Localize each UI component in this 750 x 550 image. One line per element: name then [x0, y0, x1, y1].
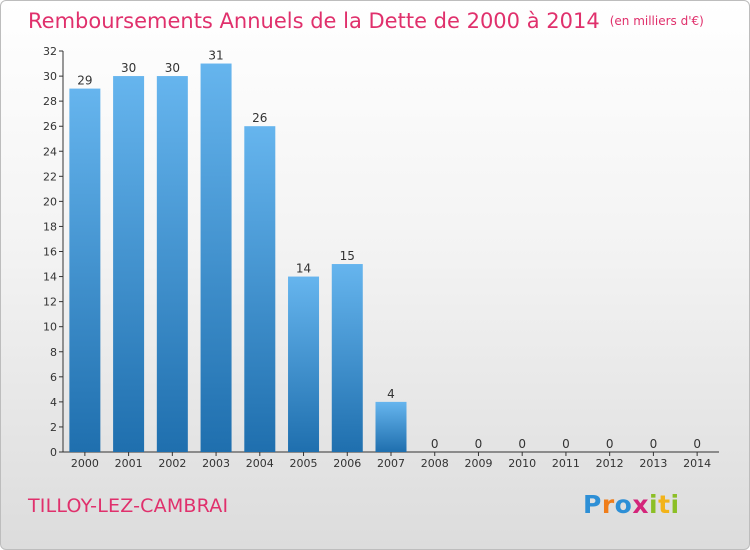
data-label: 31 — [208, 49, 223, 63]
y-tick-label: 2 — [50, 421, 57, 434]
logo-letter: i — [670, 490, 680, 519]
bar — [288, 276, 320, 452]
proxiti-logo: Proxiti — [583, 490, 680, 519]
commune-name: TILLOY-LEZ-CAMBRAI — [28, 495, 229, 517]
y-tick-label: 22 — [43, 170, 57, 183]
y-tick-label: 18 — [43, 220, 57, 233]
chart-title: Remboursements Annuels de la Dette de 20… — [28, 9, 704, 33]
logo-letter: x — [632, 490, 649, 519]
y-tick-label: 26 — [43, 120, 57, 133]
y-tick-label: 4 — [50, 396, 57, 409]
y-tick-label: 6 — [50, 371, 57, 384]
x-tick-label: 2013 — [639, 457, 667, 470]
bar — [69, 88, 101, 452]
y-tick-label: 32 — [43, 45, 57, 58]
data-label: 0 — [606, 437, 614, 451]
chart-data-labels: 29 30 30 31 26 14 15 4 0 0 0 0 0 0 0 — [77, 49, 701, 451]
x-tick-label: 2012 — [596, 457, 624, 470]
data-label: 4 — [387, 387, 395, 401]
y-tick-label: 24 — [43, 145, 57, 158]
data-label: 30 — [121, 61, 136, 75]
data-label: 29 — [77, 74, 92, 88]
x-tick-label: 2004 — [246, 457, 274, 470]
y-tick-label: 12 — [43, 296, 57, 309]
data-label: 0 — [562, 437, 570, 451]
y-tick-label: 10 — [43, 321, 57, 334]
x-tick-label: 2005 — [290, 457, 318, 470]
logo-letter: t — [658, 490, 671, 519]
data-label: 0 — [475, 437, 483, 451]
y-tick-label: 28 — [43, 95, 57, 108]
bar — [331, 264, 363, 452]
data-label: 0 — [431, 437, 439, 451]
chart-title-unit: (en milliers d'€) — [609, 14, 704, 28]
x-tick-label: 2009 — [464, 457, 492, 470]
logo-letter: i — [649, 490, 659, 519]
bar — [375, 401, 407, 452]
y-tick-label: 14 — [43, 271, 57, 284]
bar — [200, 63, 232, 452]
bar — [113, 76, 145, 452]
data-label: 0 — [518, 437, 526, 451]
data-label: 15 — [340, 249, 355, 263]
x-tick-label: 2000 — [71, 457, 99, 470]
x-tick-label: 2010 — [508, 457, 536, 470]
data-label: 30 — [165, 61, 180, 75]
bar — [244, 126, 276, 452]
y-tick-label: 0 — [50, 446, 57, 459]
x-tick-label: 2002 — [158, 457, 186, 470]
logo-letter: P — [583, 490, 602, 519]
logo-letter: r — [601, 490, 615, 519]
x-tick-label: 2011 — [552, 457, 580, 470]
y-tick-label: 30 — [43, 70, 57, 83]
data-label: 0 — [650, 437, 658, 451]
data-label: 14 — [296, 262, 311, 276]
y-tick-label: 8 — [50, 346, 57, 359]
logo-letter: o — [614, 490, 633, 519]
x-tick-label: 2001 — [115, 457, 143, 470]
chart-title-text: Remboursements Annuels de la Dette de 20… — [28, 9, 600, 33]
y-tick-label: 20 — [43, 195, 57, 208]
x-tick-label: 2008 — [421, 457, 449, 470]
x-tick-label: 2014 — [683, 457, 711, 470]
bar — [156, 76, 188, 452]
data-label: 26 — [252, 111, 267, 125]
x-tick-label: 2006 — [333, 457, 361, 470]
x-tick-label: 2007 — [377, 457, 405, 470]
chart-bars — [69, 63, 407, 452]
data-label: 0 — [693, 437, 701, 451]
y-tick-label: 16 — [43, 246, 57, 259]
x-tick-label: 2003 — [202, 457, 230, 470]
